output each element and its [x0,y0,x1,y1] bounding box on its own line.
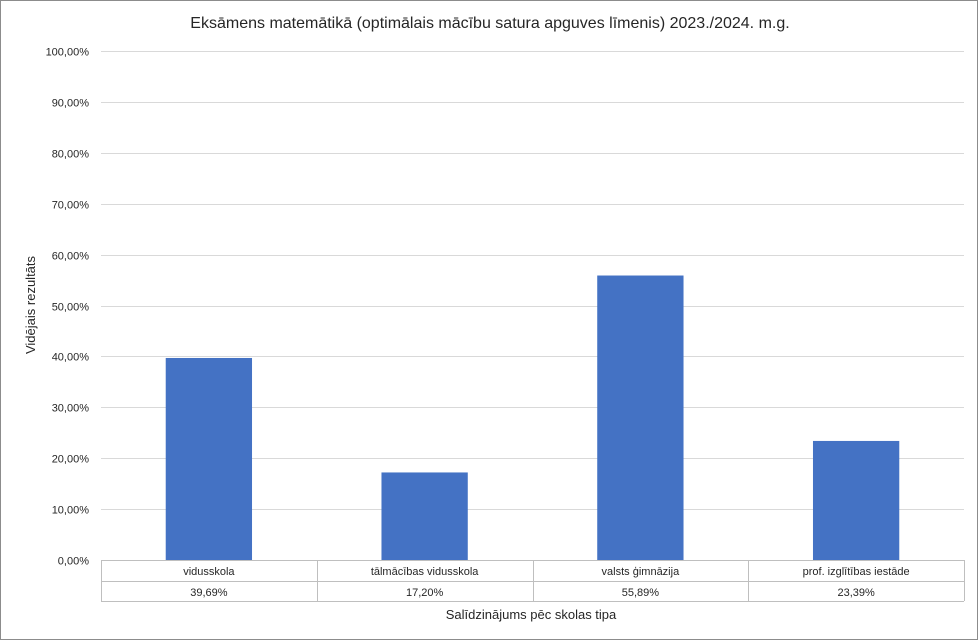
bar [381,472,468,560]
chart-title: Eksāmens matemātikā (optimālais mācību s… [190,15,789,32]
y-tick-label: 40,00% [52,352,90,364]
y-tick-label: 100,00% [46,47,90,59]
bar [165,357,253,560]
category-label: tālmācības vidusskola [371,566,479,578]
data-table: vidusskola 39,69% tālmācības vidusskola 17,… [101,560,965,602]
value-label: 39,69% [190,587,228,599]
y-axis-ticks: 0,00% 10,00% 20,00% 30,00% 40,00% 50,00% 60,00… [46,47,90,568]
bar [812,440,900,560]
y-tick-label: 10,00% [52,505,90,517]
y-tick-label: 0,00% [58,556,89,568]
value-label: 23,39% [837,587,875,599]
bars [165,275,900,560]
y-axis-label: Vidējais rezultāts [23,255,38,354]
category-label: vidusskola [183,566,235,578]
y-tick-label: 50,00% [52,302,90,314]
y-tick-label: 30,00% [52,403,90,415]
y-tick-label: 20,00% [52,454,90,466]
category-label: valsts ģimnāzija [602,565,681,578]
x-axis-label: Salīdzinājums pēc skolas tipa [446,607,617,622]
value-label: 17,20% [406,587,444,599]
value-label: 55,89% [622,587,660,599]
y-tick-label: 70,00% [52,200,90,212]
bar [597,275,684,560]
y-tick-label: 80,00% [52,149,90,161]
y-tick-label: 60,00% [52,251,90,263]
category-label: prof. izglītības iestāde [803,566,910,578]
y-tick-label: 90,00% [52,98,90,110]
